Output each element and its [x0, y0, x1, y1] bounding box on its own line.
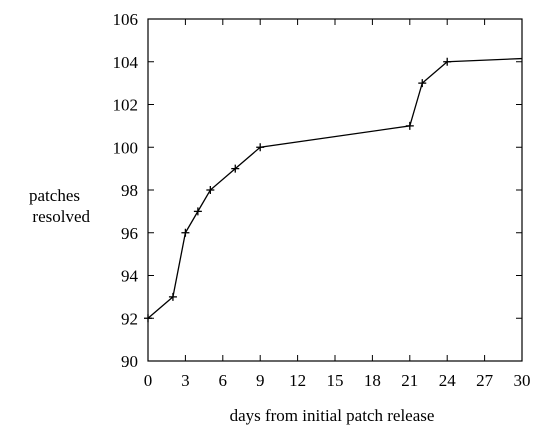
data-point-marker	[443, 57, 452, 66]
data-point-marker	[405, 121, 414, 130]
plot-frame	[147, 18, 523, 362]
x-axis-ticks: 0 3 6 9 12 15 18 21 24 27 30	[144, 19, 531, 390]
data-point-marker	[144, 314, 152, 323]
y-tick-label: 104	[113, 53, 139, 72]
y-tick-label: 92	[121, 309, 138, 328]
data-point-marker	[231, 164, 240, 173]
x-tick-label: 9	[256, 371, 265, 390]
y-tick-label: 102	[113, 96, 139, 115]
series-line	[147, 57, 523, 319]
x-tick-label: 3	[181, 371, 190, 390]
data-point-marker	[193, 207, 202, 216]
y-tick-label: 98	[121, 181, 138, 200]
data-point-marker	[206, 186, 215, 194]
x-tick-label: 30	[514, 371, 531, 390]
x-tick-label: 27	[476, 371, 494, 390]
y-axis-label-line-1: patches	[29, 186, 80, 205]
y-tick-label: 100	[113, 138, 139, 157]
x-tick-label: 18	[364, 371, 381, 390]
x-tick-label: 21	[401, 371, 418, 390]
x-tick-label: 6	[219, 371, 228, 390]
x-tick-label: 0	[144, 371, 153, 390]
data-point-marker	[256, 143, 265, 152]
y-tick-label: 90	[121, 352, 138, 371]
data-point-marker	[181, 228, 190, 237]
data-point-marker	[418, 79, 427, 88]
y-axis-label-line-2: resolved	[32, 207, 90, 226]
x-tick-label: 24	[439, 371, 457, 390]
y-axis-ticks: 90 92 94 96 98 100 102 104 106	[113, 10, 522, 371]
x-tick-label: 12	[289, 371, 306, 390]
y-tick-label: 106	[113, 10, 139, 29]
x-tick-label: 15	[327, 371, 344, 390]
x-axis-label: days from initial patch release	[230, 406, 435, 425]
series-layer	[144, 57, 523, 323]
y-tick-label: 96	[121, 224, 138, 243]
y-tick-label: 94	[121, 267, 139, 286]
data-point-marker	[168, 292, 177, 301]
